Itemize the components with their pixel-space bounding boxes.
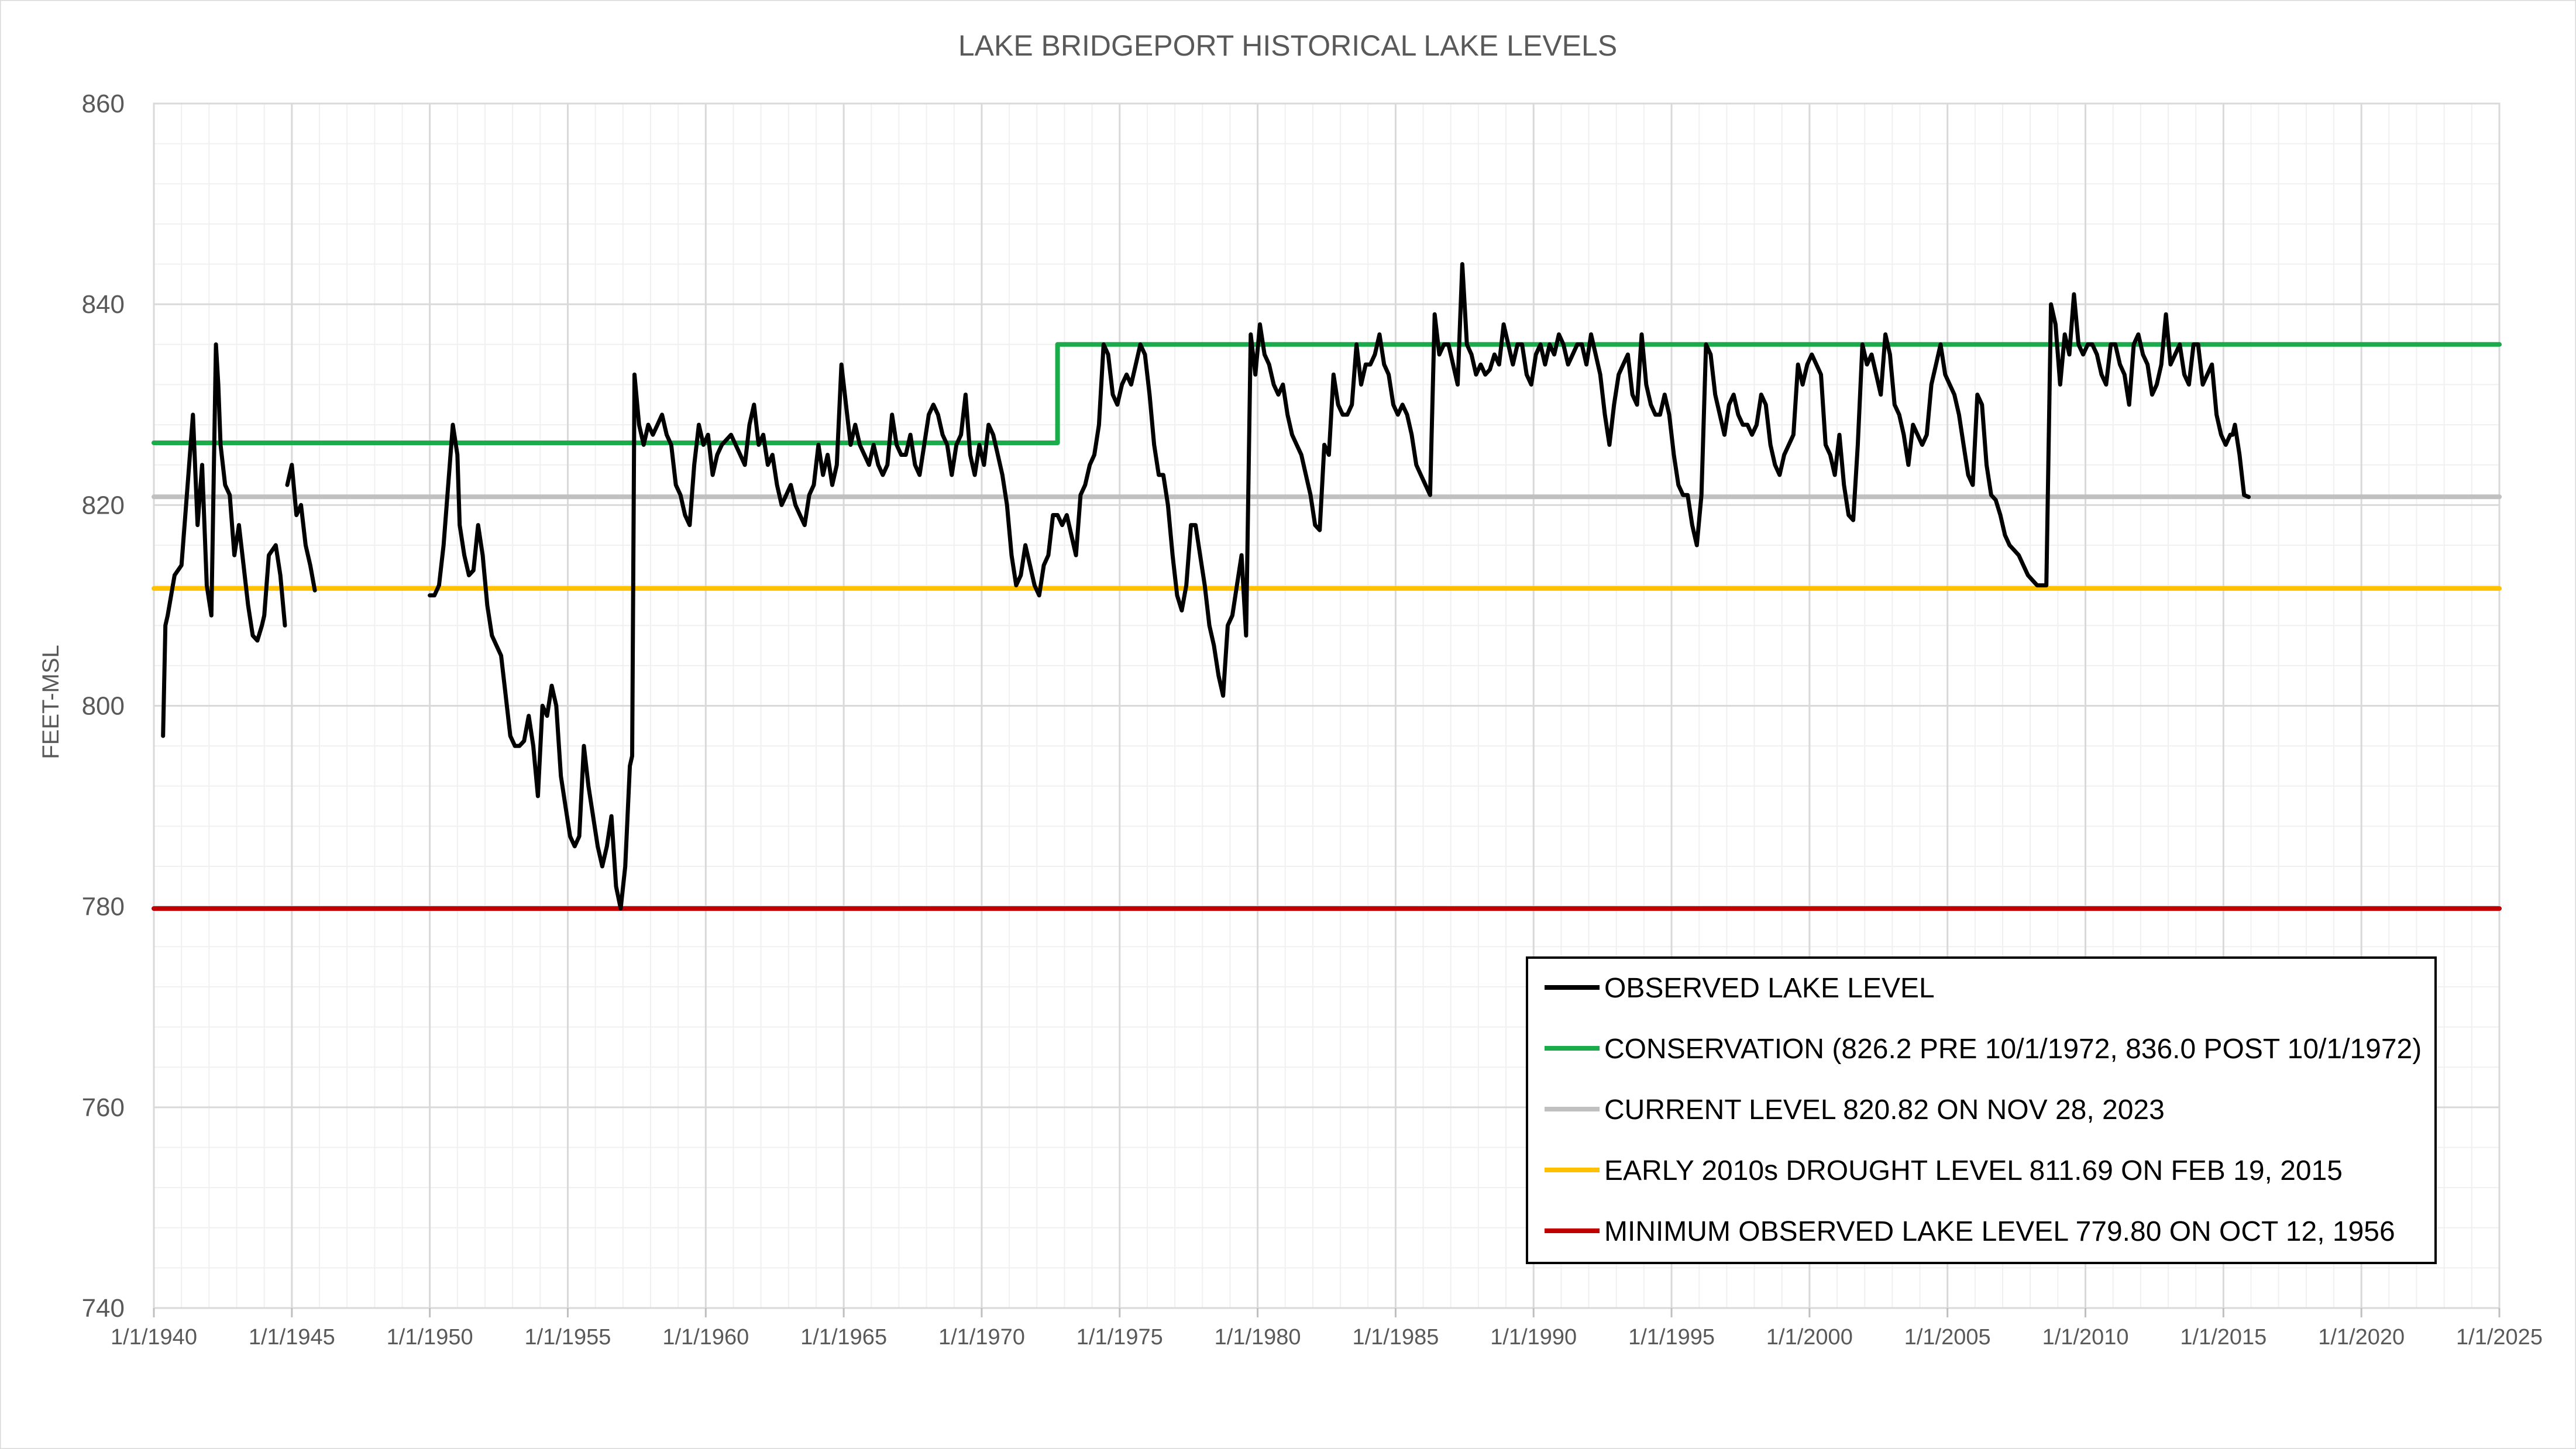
x-tick-label: 1/1/2020 bbox=[2318, 1325, 2405, 1350]
x-tick-label: 1/1/1945 bbox=[249, 1325, 335, 1350]
legend: OBSERVED LAKE LEVEL CONSERVATION (826.2 P… bbox=[1526, 956, 2437, 1264]
x-tick-label: 1/1/1980 bbox=[1215, 1325, 1301, 1350]
y-tick-label: 800 bbox=[82, 692, 125, 721]
x-tick-label: 1/1/1995 bbox=[1628, 1325, 1715, 1350]
x-tick-label: 1/1/1965 bbox=[800, 1325, 887, 1350]
x-axis-ticks: 1/1/1940 1/1/1945 1/1/1950 1/1/1955 1/1/1960… bbox=[111, 1308, 2543, 1350]
y-tick-label: 740 bbox=[82, 1294, 125, 1323]
legend-label-1: CONSERVATION (826.2 PRE 10/1/1972, 836.0… bbox=[1604, 1034, 2422, 1065]
y-tick-label: 780 bbox=[82, 893, 125, 921]
y-axis-label: FEET-MSL bbox=[38, 645, 64, 759]
series-line-0-segment-0 bbox=[161, 342, 287, 738]
legend-label-0: OBSERVED LAKE LEVEL bbox=[1604, 973, 1935, 1004]
x-tick-label: 1/1/1990 bbox=[1490, 1325, 1577, 1350]
x-tick-label: 1/1/2005 bbox=[1904, 1325, 1991, 1350]
x-tick-label: 1/1/2000 bbox=[1766, 1325, 1853, 1350]
x-tick-label: 1/1/1985 bbox=[1352, 1325, 1439, 1350]
plot-area-border bbox=[153, 102, 2501, 1309]
series-line-0-segment-1 bbox=[285, 463, 317, 593]
y-axis-ticks: 740 760 780 800 820 840 860 bbox=[82, 90, 125, 1323]
series-layer bbox=[152, 262, 2502, 911]
x-tick-label: 1/1/2025 bbox=[2456, 1325, 2543, 1350]
x-tick-label: 1/1/2010 bbox=[2042, 1325, 2129, 1350]
series-line-0-segment-2 bbox=[428, 262, 2251, 911]
x-tick-label: 1/1/1940 bbox=[111, 1325, 197, 1350]
legend-label-4: MINIMUM OBSERVED LAKE LEVEL 779.80 ON OC… bbox=[1604, 1216, 2395, 1247]
legend-box bbox=[1526, 956, 2437, 1264]
x-tick-label: 1/1/2015 bbox=[2180, 1325, 2267, 1350]
y-tick-label: 820 bbox=[82, 491, 125, 519]
legend-label-2: CURRENT LEVEL 820.82 ON NOV 28, 2023 bbox=[1604, 1095, 2165, 1126]
y-tick-label: 760 bbox=[82, 1093, 125, 1122]
major-gridlines bbox=[153, 102, 2501, 1309]
y-tick-label: 840 bbox=[82, 290, 125, 319]
x-tick-label: 1/1/1960 bbox=[662, 1325, 749, 1350]
chart-title: LAKE BRIDGEPORT HISTORICAL LAKE LEVELS bbox=[958, 29, 1617, 62]
x-tick-label: 1/1/1975 bbox=[1077, 1325, 1163, 1350]
legend-label-3: EARLY 2010s DROUGHT LEVEL 811.69 ON FEB … bbox=[1604, 1155, 2343, 1186]
y-tick-label: 860 bbox=[82, 90, 125, 118]
x-tick-label: 1/1/1950 bbox=[387, 1325, 473, 1350]
series-line-1-segment-0 bbox=[152, 342, 2502, 445]
x-tick-label: 1/1/1955 bbox=[525, 1325, 611, 1350]
x-tick-label: 1/1/1970 bbox=[938, 1325, 1025, 1350]
